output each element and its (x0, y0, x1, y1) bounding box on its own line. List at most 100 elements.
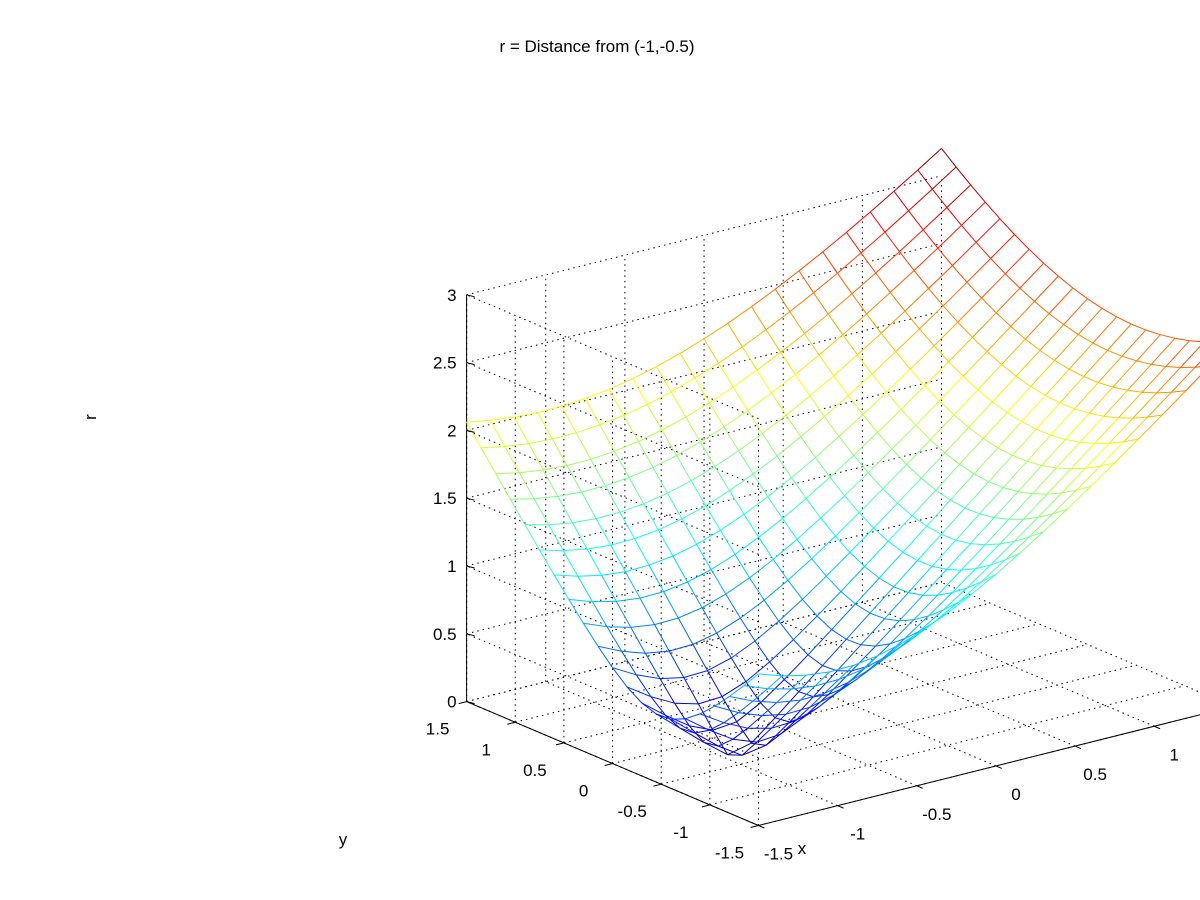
mesh-segment (875, 643, 891, 647)
mesh-segment (679, 727, 695, 734)
z-tick-mark (466, 294, 475, 298)
mesh-segment (1048, 287, 1074, 314)
mesh-segment (709, 722, 725, 731)
mesh-segment (572, 522, 588, 550)
mesh-segment (736, 702, 761, 723)
mesh-segment (672, 543, 697, 557)
mesh-segment (752, 473, 769, 497)
mesh-segment (876, 643, 902, 657)
mesh-segment (624, 571, 641, 599)
mesh-segment (780, 352, 796, 375)
mesh-segment (924, 611, 949, 630)
mesh-segment (928, 265, 953, 289)
z-tick-mark (466, 429, 475, 433)
mesh-segment (1121, 355, 1137, 362)
mesh-segment (714, 466, 730, 491)
mesh-segment (957, 297, 982, 323)
mesh-segment (780, 333, 805, 353)
mesh-segment (679, 727, 705, 743)
mesh-segment (917, 148, 942, 171)
mesh-segment (778, 620, 794, 641)
mesh-segment (911, 489, 937, 517)
mesh-segment (774, 691, 800, 719)
mesh-segment (669, 643, 694, 652)
z-tick-label: 3 (447, 286, 456, 305)
mesh-segment (586, 548, 603, 576)
mesh-segment (957, 321, 973, 338)
mesh-segment (995, 312, 1012, 327)
mesh-segment (1026, 460, 1042, 466)
mesh-segment (824, 682, 849, 694)
mesh-segment (718, 362, 734, 388)
mesh-segment (1063, 298, 1088, 325)
mesh-segment (829, 476, 845, 497)
mesh-segment (760, 679, 785, 704)
mesh-segment (1074, 408, 1090, 414)
mesh-segment (800, 685, 816, 701)
mesh-segment (752, 688, 768, 702)
mesh-segment (825, 552, 851, 577)
mesh-segment (851, 272, 877, 295)
mesh-segment (658, 518, 683, 531)
mesh-segment (886, 368, 911, 393)
mesh-segment (1116, 316, 1132, 325)
mesh-segment (679, 353, 696, 379)
mesh-segment (891, 448, 907, 465)
mesh-segment (1103, 389, 1128, 417)
mesh-segment (939, 375, 964, 402)
mesh-segment (619, 511, 636, 539)
mesh-segment (873, 527, 889, 542)
mesh-segment (809, 375, 835, 397)
mesh-segment (659, 677, 684, 680)
mesh-segment (805, 498, 822, 519)
y-tick-label: 1 (482, 740, 491, 759)
mesh-segment (504, 443, 529, 447)
mesh-segment (732, 386, 749, 411)
mesh-segment (853, 432, 878, 456)
mesh-segment (575, 432, 592, 460)
mesh-segment (815, 436, 840, 458)
mesh-segment (716, 617, 741, 634)
mesh-segment (919, 328, 935, 347)
mesh-segment (878, 551, 904, 579)
mesh-segment (818, 334, 844, 356)
x-tick-label: 0.5 (1083, 765, 1107, 784)
mesh-segment (1030, 360, 1055, 387)
mesh-segment (1090, 462, 1116, 487)
mesh-segment (999, 218, 1015, 235)
mesh-segment (944, 452, 960, 465)
surface-mesh (466, 148, 1200, 756)
mesh-segment (1026, 434, 1052, 462)
mesh-segment (513, 416, 530, 444)
mesh-segment (842, 666, 867, 689)
mesh-segment (833, 354, 858, 377)
mesh-segment (944, 427, 970, 454)
mesh-segment (981, 573, 997, 583)
x-tick-mark (916, 785, 923, 789)
mesh-segment (855, 577, 880, 605)
mesh-segment (635, 674, 652, 697)
mesh-segment (845, 612, 871, 640)
mesh-segment (663, 581, 688, 593)
mesh-segment (847, 395, 864, 415)
mesh-segment (687, 581, 703, 608)
mesh-segment (796, 538, 813, 560)
mesh-segment (985, 543, 1000, 546)
mesh-segment (585, 388, 610, 399)
mesh-segment (612, 667, 637, 676)
mesh-segment (809, 395, 825, 417)
mesh-segment (774, 717, 790, 723)
mesh-segment (904, 615, 929, 639)
mesh-segment (1052, 508, 1068, 515)
mesh-segment (891, 424, 917, 450)
mesh-segment (836, 644, 862, 672)
mesh-segment (718, 346, 743, 364)
mesh-segment (793, 639, 809, 656)
mesh-segment (678, 607, 703, 619)
mesh-segment (813, 694, 829, 698)
mesh-segment (813, 292, 829, 315)
mesh-segment (875, 620, 900, 647)
mesh-segment (656, 366, 672, 393)
mesh-segment (687, 569, 712, 583)
